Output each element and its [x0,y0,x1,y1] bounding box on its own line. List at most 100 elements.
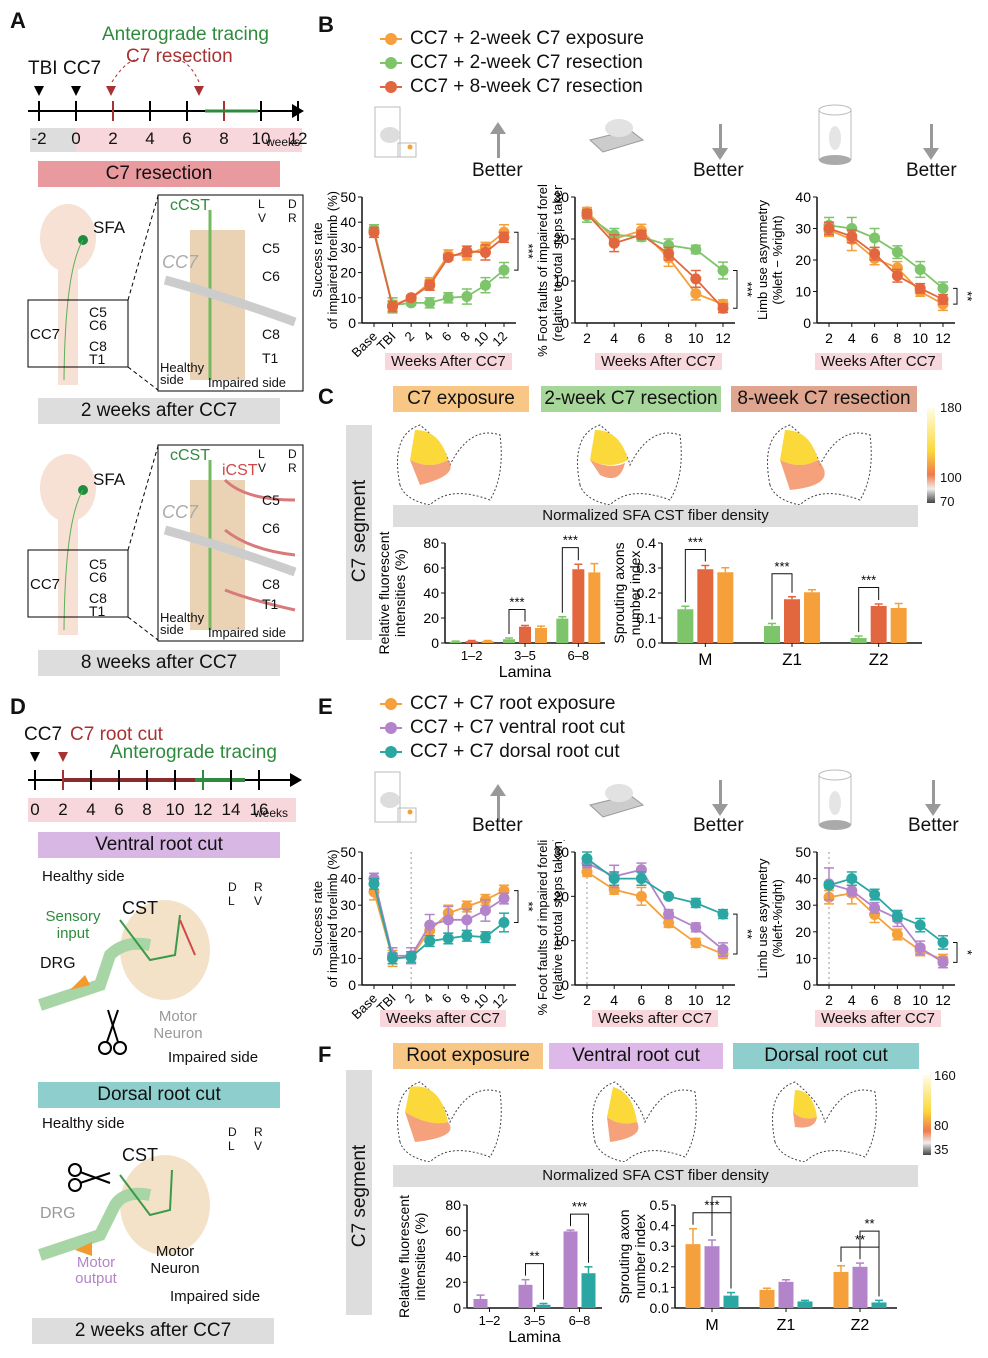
legend-e-2: CC7 + C7 dorsal root cut [380,741,620,763]
colorbar-c [927,408,935,503]
healthy-side-d1: Healthy side [42,868,125,885]
inset2-t1: T1 [262,596,279,612]
series-line [586,871,724,955]
timeline-tick-label: 12 [288,129,308,148]
motor-neuron-label-d1: Motor Neuron [153,1008,203,1042]
significance-bracket [733,913,738,955]
y-axis-label: Limb use asymmetry [755,200,770,320]
x-tick-label: 2 [402,991,418,1007]
chart-sprouting-f: 0.0 0.1 0.2 0.3 0.4 0.5 M Z1 Z2 Sprouting axon num… [616,1190,897,1334]
y-tick-label: 20 [340,265,356,281]
x-tick-label: 12 [935,992,951,1008]
inset2-c6: C6 [262,520,280,536]
data-point [690,921,702,933]
data-point [717,944,729,956]
significance-bracket [711,1196,732,1289]
icst-label: iCST [222,462,258,479]
x-tick-label: 8 [457,991,473,1007]
cylinder-test-icon-e [818,769,852,830]
x-tick-label: 6 [638,330,646,346]
timeline-tick-label: 10 [251,129,271,148]
x-axis-label: Lamina [508,1329,561,1346]
bar [804,592,820,643]
sfa-label: SFA [93,218,126,237]
x-tick-label: 8 [457,329,473,345]
timeline-tick-label: 4 [86,800,96,819]
bar [871,1302,887,1308]
dorsal-cut-diagram [38,1155,210,1261]
cc7-nerve [163,275,297,327]
y-tick-label: 40 [445,1249,461,1265]
data-point [690,273,702,285]
y-axis-label: Success rate [310,222,325,297]
y-axis-label: number index [627,551,643,636]
cc7-marker-d-icon [30,752,40,762]
orientation-l: L [258,197,265,211]
y-tick-label: 10 [553,273,569,289]
inset-root-c8: C8 [262,326,280,342]
roots-label-c5: C5 [89,304,107,320]
series-line [373,878,505,957]
y-tick-label: 60 [445,1223,461,1239]
x-tick-label: 12 [715,992,731,1008]
y-tick-label: 0.0 [637,635,657,651]
fiber-density-maps-c [397,424,872,505]
x-tick-label: Z2 [869,650,889,669]
chart-fluorescent-f: 0 20 40 60 80 1–2 3–5 6–8 Lamina Relative fluores… [396,1195,602,1346]
series-line [828,892,944,961]
data-point [635,890,647,902]
density-map-exposure [397,424,502,505]
inset-root-c5: C5 [262,240,280,256]
cylinder-test-icon [818,104,852,165]
colorbar-f-mid: 80 [934,1118,949,1133]
x-tick-label: Z1 [777,1317,796,1334]
data-point [424,297,436,309]
y-tick-label: 30 [795,897,811,913]
anatomy-diagram-8wk [27,444,304,642]
scissors-icon [68,1163,111,1192]
chart-sprouting-c: 0.0 0.1 0.2 0.3 0.4 M Z1 Z2 Sprouting axons numbe… [611,535,922,669]
significance-bracket [733,270,738,309]
y-tick-label: 20 [553,231,569,247]
roots2-t1: T1 [89,603,106,619]
weeks-unit-d: weeks [254,806,289,820]
y-tick-label: 80 [445,1197,461,1213]
bar [581,1273,596,1308]
significance-label: *** [688,535,703,550]
x-tick-label: 8 [665,330,673,346]
y-tick-label: 0 [561,315,569,331]
data-point [663,908,675,920]
zoom-box [27,299,129,368]
series-line [828,229,944,305]
y-tick-label: 10 [795,950,811,966]
healthy-side-label: Healthy side [160,360,205,387]
bar [704,1246,720,1308]
timeline-tick-label: 8 [219,129,229,148]
data-point [442,932,454,944]
impaired-side-d2: Impaired side [170,1288,261,1305]
timeline-tick-label: 2 [58,800,68,819]
bar [717,572,734,643]
data-point [914,263,926,275]
reaching-task-icon-e [374,771,417,823]
cst-branches [119,1169,173,1217]
xlabel-b3: Weeks After CC7 [815,353,942,370]
y-tick-label: 0 [348,977,356,993]
ccst-label-2: cCST [170,447,210,464]
bar [723,1295,739,1308]
timeline-tick-label: 6 [114,800,124,819]
icst-roots [223,478,296,612]
series-line [828,883,944,964]
colorbar-f-min: 35 [934,1142,949,1157]
y-tick-label: 30 [553,189,569,205]
side-label-f: C7 segment [349,1144,370,1248]
roots2-c6: C6 [89,569,107,585]
data-point [498,893,510,905]
significance-bracket [508,609,526,634]
y-tick-label: 10 [553,933,569,949]
dashed-arrow-left [111,59,136,83]
data-point [663,890,675,902]
timeline-tick-label: 16 [249,800,269,819]
y-axis-label: Relative fluorescent [396,1195,412,1318]
